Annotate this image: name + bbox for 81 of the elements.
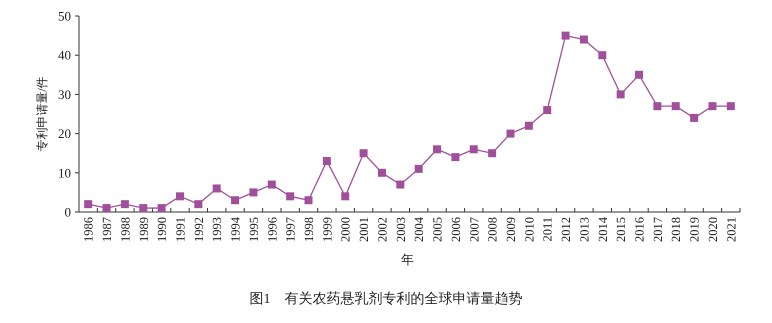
point	[158, 204, 166, 212]
point	[470, 145, 478, 154]
point	[653, 102, 662, 110]
point	[322, 157, 331, 166]
point	[341, 192, 350, 200]
point	[120, 200, 129, 208]
point	[708, 102, 716, 110]
x-tick-label: 1995	[246, 217, 261, 242]
y-tick-label: 10	[58, 165, 71, 180]
point	[84, 200, 92, 208]
point	[360, 149, 368, 158]
x-tick-label: 2017	[650, 217, 665, 242]
x-tick-label: 1988	[118, 217, 132, 242]
x-tick-label: 1997	[284, 217, 298, 242]
x-tick-label: 1999	[320, 217, 334, 242]
y-tick-label: 50	[58, 8, 71, 24]
x-tick-label: 2021	[724, 217, 738, 242]
point	[580, 36, 588, 44]
x-tick-label: 2002	[375, 217, 390, 242]
y-axis-title: 专利申请量/件	[35, 76, 49, 152]
x-tick-label: 2013	[577, 217, 592, 242]
x-tick-label: 2006	[448, 217, 463, 242]
x-tick-label: 2019	[688, 217, 702, 242]
point	[672, 102, 680, 110]
point	[451, 153, 460, 162]
point	[543, 106, 552, 114]
x-tick-label: 2001	[357, 217, 372, 242]
point	[286, 192, 294, 200]
x-tick-label: 2014	[596, 216, 610, 242]
point	[433, 145, 442, 154]
point	[635, 70, 644, 79]
x-tick-label: 1993	[210, 217, 224, 242]
x-tick-label: 1998	[302, 217, 316, 242]
y-tick-label: 0	[64, 204, 71, 220]
point	[176, 192, 184, 200]
x-tick-label: 2015	[614, 217, 628, 242]
x-tick-label: 2020	[706, 217, 720, 242]
x-tick-label: 2000	[338, 217, 353, 242]
x-tick-label: 1994	[228, 216, 243, 242]
point	[268, 180, 276, 189]
point	[726, 102, 735, 110]
point	[524, 122, 533, 130]
x-tick-label: 1991	[173, 217, 188, 242]
x-tick-label: 2011	[540, 217, 555, 242]
x-tick-label: 2012	[559, 217, 574, 242]
point	[488, 149, 496, 158]
text: 图1 有关农药悬乳剂专利的全球申请量趋势	[250, 291, 522, 307]
point	[506, 130, 514, 138]
x-tick-label: 1989	[136, 217, 151, 242]
x-tick-label: 2008	[486, 217, 500, 242]
x-tick-label: 2009	[504, 217, 518, 242]
point	[396, 180, 404, 189]
x-tick-label: 2016	[632, 217, 647, 242]
point	[562, 32, 570, 40]
x-tick-label: 1990	[155, 217, 170, 242]
x-tick-label: 2007	[467, 217, 482, 242]
x-axis-title: 年	[401, 252, 414, 267]
point	[212, 184, 221, 192]
x-tick-label: 2018	[669, 217, 684, 242]
x-tick-label: 1996	[265, 217, 280, 242]
x-tick-label: 1992	[192, 217, 206, 242]
point	[249, 188, 258, 196]
point	[616, 90, 625, 98]
point	[194, 200, 202, 208]
point	[231, 196, 240, 204]
point	[598, 51, 606, 60]
y-tick-label: 20	[58, 126, 71, 142]
x-tick-label: 2003	[394, 217, 408, 242]
point	[139, 204, 148, 212]
point	[102, 204, 111, 212]
point	[378, 168, 386, 177]
x-tick-label: 2005	[430, 217, 445, 242]
x-tick-label: 1986	[82, 217, 96, 242]
point	[414, 164, 423, 173]
x-tick-label: 2010	[522, 217, 536, 242]
point	[690, 114, 698, 122]
x-tick-label: 1987	[100, 217, 114, 242]
y-tick-label: 30	[58, 86, 71, 102]
y-tick-label: 40	[58, 48, 71, 63]
x-tick-label: 2004	[412, 216, 426, 242]
point	[304, 196, 313, 204]
